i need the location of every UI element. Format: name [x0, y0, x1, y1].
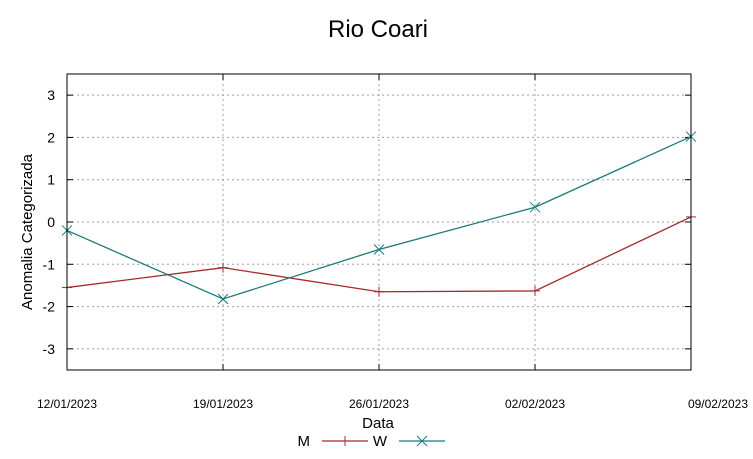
- data-point-w: [217, 293, 229, 305]
- chart-title: Rio Coari: [328, 16, 428, 43]
- data-point-m: [374, 286, 384, 297]
- data-point-w: [529, 201, 541, 213]
- x-tick-label: 09/02/2023: [688, 397, 748, 411]
- y-tick-label: -3: [43, 341, 56, 357]
- data-point-w: [373, 244, 385, 255]
- legend-label-m: M: [298, 433, 311, 450]
- legend-label-w: W: [373, 433, 388, 450]
- x-tick-label: 02/02/2023: [505, 397, 565, 411]
- legend-marker-w: [416, 435, 428, 447]
- legend-marker-m: [340, 436, 350, 446]
- series-layer: [61, 131, 697, 305]
- x-tick-label: 12/01/2023: [37, 397, 97, 411]
- y-tick-label: -2: [43, 299, 56, 315]
- x-tick-label: 19/01/2023: [193, 397, 253, 411]
- x-tick-label: 26/01/2023: [349, 397, 409, 411]
- y-axis-label: Anomalia Categorizada: [19, 153, 36, 310]
- data-point-m: [530, 285, 540, 296]
- y-tick-label: 1: [47, 172, 55, 188]
- y-tick-label: -1: [43, 256, 56, 272]
- y-tick-label: 3: [47, 87, 55, 103]
- y-tick-label: 2: [47, 129, 55, 145]
- ticks: -3 -2 -1 0 1 2 3 12/01/2023 19/01/2023 26/01/2023…: [37, 74, 748, 411]
- data-point-m: [218, 262, 228, 273]
- x-axis-label: Data: [362, 415, 394, 432]
- y-tick-label: 0: [47, 214, 55, 230]
- grid: [67, 74, 691, 370]
- plot-frame: [66, 73, 692, 371]
